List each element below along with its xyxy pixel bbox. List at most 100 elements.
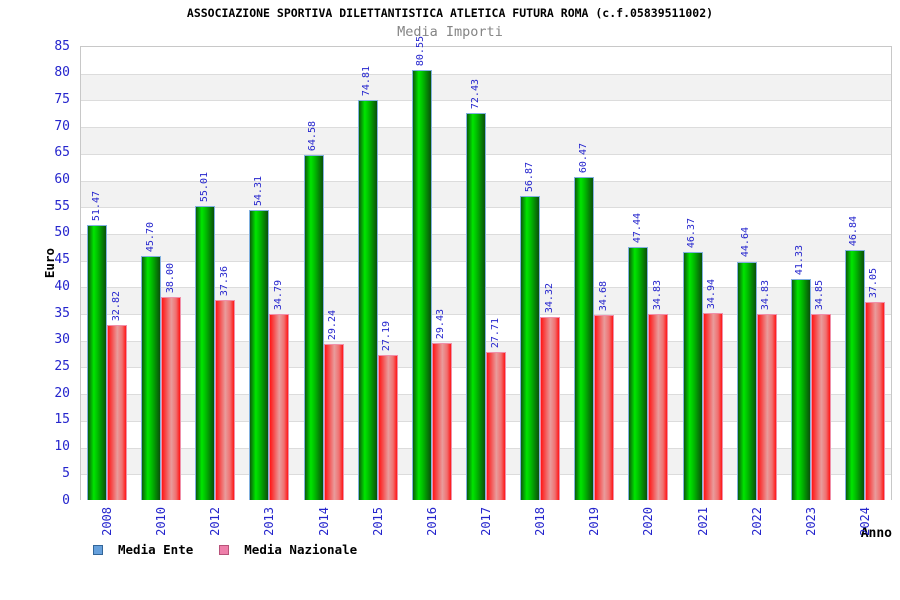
x-tick-label-2018: 2018 [533,507,548,536]
bar-media-nazionale-2012 [215,300,236,500]
bar-media-ente-2010 [141,255,162,500]
plot-band [81,180,891,208]
value-label-media-nazionale-2023: 34.85 [814,279,826,310]
value-label-media-nazionale-2015: 27.19 [381,320,393,351]
x-tick-label-2013: 2013 [262,507,277,536]
x-tick-label-2014: 2014 [316,507,331,536]
gridline [81,207,891,209]
value-label-media-ente-2008: 51.47 [90,190,102,222]
value-label-media-nazionale-2019: 34.68 [597,280,609,311]
value-label-media-nazionale-2014: 29.24 [327,309,339,340]
x-tick-label-2016: 2016 [424,507,439,536]
bar-media-nazionale-2023 [810,313,831,500]
bar-media-nazionale-2015 [377,354,398,500]
bar-media-ente-2014 [303,155,324,500]
value-label-media-ente-2024: 46.84 [848,215,860,246]
y-tick-label-0: 0 [62,492,70,508]
legend-item-media-nazionale: Media Nazionale [219,542,357,557]
plot-band [81,100,891,128]
y-tick-label-55: 55 [54,198,70,214]
value-label-media-ente-2022: 44.64 [740,227,752,258]
bar-media-nazionale-2014 [323,343,344,500]
plot-band [81,127,891,154]
y-tick-label-75: 75 [54,91,70,107]
bar-media-nazionale-2019 [594,314,615,500]
value-label-media-nazionale-2018: 34.32 [543,282,555,313]
bar-media-ente-2020 [628,246,649,500]
y-tick-label-35: 35 [54,305,70,321]
gridline [81,260,891,262]
value-label-media-nazionale-2008: 32.82 [110,290,122,321]
x-tick-label-2015: 2015 [370,507,385,536]
x-tick-label-2017: 2017 [479,507,493,536]
plot-band [81,73,891,101]
plot-band [81,47,891,74]
value-label-media-nazionale-2010: 38.00 [164,262,176,294]
gridline [81,287,891,289]
bar-media-ente-2017 [466,113,486,500]
legend-item-media-ente: Media Ente [93,542,193,557]
x-tick-label-2020: 2020 [641,507,656,536]
plot-band [81,233,891,261]
value-label-media-ente-2019: 60.47 [577,142,589,174]
gridline [81,340,891,342]
value-label-media-nazionale-2017: 27.71 [489,317,501,348]
y-tick-label-70: 70 [54,118,70,134]
value-label-media-nazionale-2021: 34.94 [706,279,718,310]
bar-media-ente-2016 [411,69,432,500]
legend-label: Media Nazionale [244,542,358,557]
chart-subtitle: Media Importi [397,24,503,40]
value-label-media-nazionale-2013: 34.79 [272,280,284,311]
y-tick-label-50: 50 [54,225,70,241]
bar-media-ente-2015 [357,100,378,500]
x-tick-label-2024: 2024 [857,507,872,536]
value-label-media-ente-2010: 45.70 [144,221,156,252]
bar-media-ente-2021 [682,252,703,500]
legend-label: Media Ente [118,542,194,557]
gridline [81,180,891,182]
bar-media-nazionale-2008 [107,324,128,500]
bar-media-ente-2022 [736,261,757,500]
bar-media-ente-2019 [574,177,595,500]
gridline [81,100,891,102]
bar-media-nazionale-2013 [269,314,290,500]
bar-media-ente-2023 [790,279,811,500]
y-tick-label-45: 45 [54,252,70,268]
value-label-media-ente-2020: 47.44 [631,212,643,243]
y-tick-label-15: 15 [54,412,70,428]
y-tick-label-60: 60 [54,172,70,188]
plot-band [81,153,891,181]
bar-media-nazionale-2018 [540,316,561,500]
bar-media-nazionale-2010 [161,297,182,500]
x-axis-title: Anno [860,526,892,541]
y-tick-label-80: 80 [54,65,70,81]
y-axis-title: Euro [42,248,57,279]
value-label-media-ente-2013: 54.31 [252,175,264,206]
gridline [81,73,891,75]
legend-swatch-media-nazionale-icon [219,544,230,555]
y-tick-label-85: 85 [54,38,70,54]
legend-swatch-media-ente-icon [93,544,103,555]
y-tick-label-20: 20 [54,385,70,401]
value-label-media-ente-2015: 74.81 [361,66,373,97]
bar-media-ente-2012 [195,206,216,500]
x-tick-label-2012: 2012 [208,507,223,536]
value-label-media-ente-2021: 46.37 [686,218,698,249]
bar-media-nazionale-2024 [864,302,885,500]
value-label-media-ente-2014: 64.58 [307,120,319,152]
bar-media-nazionale-2020 [648,313,669,500]
value-label-media-nazionale-2012: 37.36 [218,266,230,297]
gridline [81,233,891,235]
y-tick-label-65: 65 [54,145,70,161]
chart-title: ASSOCIAZIONE SPORTIVA DILETTANTISTICA AT… [186,6,714,20]
value-label-media-ente-2018: 56.87 [523,162,535,193]
bar-media-ente-2018 [520,196,541,500]
legend: Media Ente Media Nazionale [93,542,383,557]
x-tick-label-2023: 2023 [803,507,818,536]
gridline [81,127,891,129]
bar-media-nazionale-2017 [486,351,506,500]
bar-media-nazionale-2022 [756,313,777,500]
x-tick-label-2008: 2008 [100,507,115,536]
value-label-media-nazionale-2016: 29.43 [435,308,447,339]
